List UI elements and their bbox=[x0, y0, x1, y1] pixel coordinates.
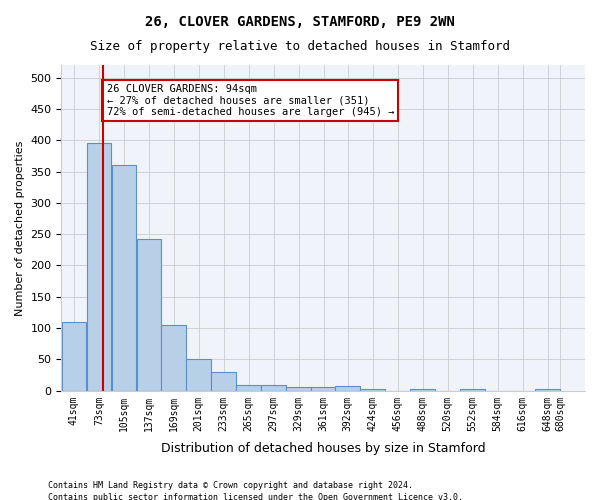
Bar bbox=[410, 389, 435, 391]
Y-axis label: Number of detached properties: Number of detached properties bbox=[15, 140, 25, 316]
Text: 26 CLOVER GARDENS: 94sqm
← 27% of detached houses are smaller (351)
72% of semi-: 26 CLOVER GARDENS: 94sqm ← 27% of detach… bbox=[107, 84, 394, 117]
Text: Contains public sector information licensed under the Open Government Licence v3: Contains public sector information licen… bbox=[48, 494, 463, 500]
Bar bbox=[112, 165, 136, 391]
Bar bbox=[335, 386, 360, 391]
Bar bbox=[62, 322, 86, 391]
Bar bbox=[286, 387, 311, 391]
Bar bbox=[187, 360, 211, 391]
Bar bbox=[262, 384, 286, 391]
Text: 26, CLOVER GARDENS, STAMFORD, PE9 2WN: 26, CLOVER GARDENS, STAMFORD, PE9 2WN bbox=[145, 15, 455, 29]
Bar bbox=[161, 325, 186, 391]
Bar bbox=[236, 384, 261, 391]
Text: Size of property relative to detached houses in Stamford: Size of property relative to detached ho… bbox=[90, 40, 510, 53]
Bar bbox=[535, 389, 560, 391]
Bar bbox=[211, 372, 236, 391]
Bar bbox=[460, 389, 485, 391]
Bar bbox=[86, 144, 111, 391]
X-axis label: Distribution of detached houses by size in Stamford: Distribution of detached houses by size … bbox=[161, 442, 485, 455]
Text: Contains HM Land Registry data © Crown copyright and database right 2024.: Contains HM Land Registry data © Crown c… bbox=[48, 481, 413, 490]
Bar bbox=[137, 238, 161, 391]
Bar bbox=[361, 389, 385, 391]
Bar bbox=[311, 387, 336, 391]
